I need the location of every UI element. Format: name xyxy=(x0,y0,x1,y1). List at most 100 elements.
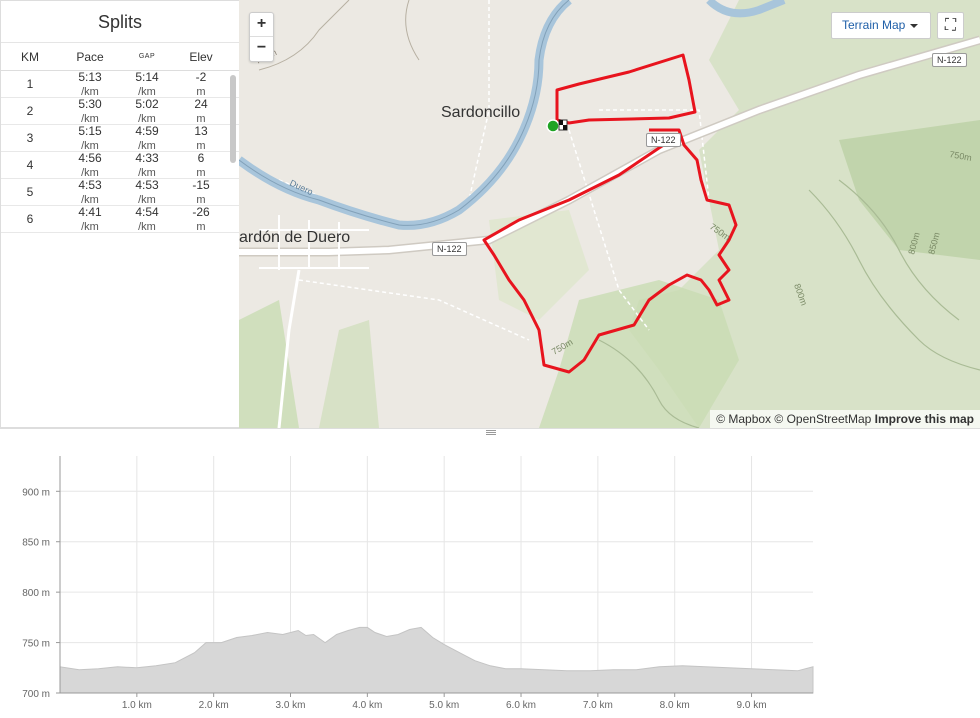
x-tick-label: 6.0 km xyxy=(506,700,536,711)
elev-unit: m xyxy=(196,194,206,206)
split-pace: 5:30 /km xyxy=(59,97,121,125)
contour-line xyxy=(405,0,420,61)
split-elev-value: 24 xyxy=(194,97,208,111)
finish-flag-checker xyxy=(559,120,567,130)
split-row[interactable]: 1 5:13 /km 5:14 /km -2 m xyxy=(1,71,239,98)
split-km: 5 xyxy=(26,185,34,199)
route-line xyxy=(482,53,738,374)
field-area xyxy=(489,210,589,320)
split-row[interactable]: 6 4:41 /km 4:54 /km -26 m xyxy=(1,205,239,233)
split-gap-value: 4:33 xyxy=(135,151,159,165)
split-row[interactable]: 2 5:30 /km 5:02 /km 24 m xyxy=(1,97,239,125)
split-pace-value: 5:13 xyxy=(78,71,102,84)
route-map[interactable]: 750m 750m 800m 850m 800m 750m 750m Duero… xyxy=(239,0,980,428)
split-elev: 24 m xyxy=(173,97,229,125)
road-label-n122: N-122 xyxy=(646,133,681,147)
split-pace: 4:53 /km xyxy=(59,178,121,206)
split-row[interactable]: 3 5:15 /km 4:59 /km 13 m xyxy=(1,124,239,152)
split-km: 1 xyxy=(26,77,34,91)
split-elev: 13 m xyxy=(173,124,229,152)
resize-grip-icon[interactable] xyxy=(486,430,496,435)
split-elev: -2 m xyxy=(173,71,229,98)
contour-label: 750m xyxy=(949,149,973,163)
fullscreen-icon: ⛶ xyxy=(944,17,957,34)
splits-panel: Splits KM Pace GAP Elev 1 5:13 /km 5:14 /k… xyxy=(0,0,239,428)
split-gap: 4:53 /km xyxy=(121,178,173,206)
local-road xyxy=(277,269,301,428)
map-canvas: 750m 750m 800m 850m 800m 750m 750m Duero xyxy=(239,0,980,428)
osm-link[interactable]: © OpenStreetMap xyxy=(774,412,872,426)
split-gap: 5:14 /km xyxy=(121,71,173,98)
town-streets xyxy=(259,215,369,270)
km-column-header: KM xyxy=(21,49,39,64)
gap-unit: /km xyxy=(138,113,156,125)
split-elev-value: -15 xyxy=(192,178,210,192)
split-pace: 5:13 /km xyxy=(59,71,121,98)
elev-unit: m xyxy=(196,221,206,233)
zoom-out-button[interactable]: − xyxy=(256,39,267,56)
elev-unit: m xyxy=(196,113,206,125)
x-tick-label: 1.0 km xyxy=(122,700,152,711)
gap-unit: /km xyxy=(138,140,156,152)
split-elev-value: 13 xyxy=(194,124,208,138)
splits-table-body[interactable]: 1 5:13 /km 5:14 /km -2 m 2 5:30 /km 5:02 /km 24… xyxy=(1,71,239,233)
split-km: 3 xyxy=(26,131,34,145)
y-tick-label: 750 m xyxy=(22,639,50,650)
pace-unit: /km xyxy=(81,86,99,98)
contour-line xyxy=(258,0,350,71)
split-row[interactable]: 5 4:53 /km 4:53 /km -15 m xyxy=(1,178,239,206)
pace-column-header: Pace xyxy=(76,49,104,64)
road-label-n122: N-122 xyxy=(432,242,467,256)
footpath xyxy=(278,179,380,221)
improve-map-link[interactable]: Improve this map xyxy=(874,412,974,426)
road-label-n122: N-122 xyxy=(932,53,967,67)
split-pace-value: 5:30 xyxy=(78,97,102,111)
gap-unit: /km xyxy=(138,86,156,98)
y-tick-label: 800 m xyxy=(22,588,50,599)
split-pace: 4:56 /km xyxy=(59,151,121,179)
split-gap-value: 5:14 xyxy=(135,71,159,84)
pace-unit: /km xyxy=(81,194,99,206)
town-label-sardoncillo: Sardoncillo xyxy=(441,104,521,121)
river-duero-upper xyxy=(706,0,786,18)
split-km: 2 xyxy=(26,104,34,118)
pace-unit: /km xyxy=(81,113,99,125)
split-gap-value: 4:59 xyxy=(135,124,159,138)
gap-unit: /km xyxy=(138,221,156,233)
splits-title: Splits xyxy=(1,1,239,43)
split-gap-value: 4:54 xyxy=(135,205,159,219)
footpath xyxy=(468,0,490,201)
split-pace-value: 4:53 xyxy=(78,178,102,192)
y-tick-label: 850 m xyxy=(22,538,50,549)
split-row[interactable]: 4 4:56 /km 4:33 /km 6 m xyxy=(1,151,239,179)
map-attribution: © Mapbox © OpenStreetMap Improve this ma… xyxy=(710,410,980,428)
elevation-chart[interactable]: 900 m 850 m 800 m 750 m 700 m 1.0 km 2.0 km 3.0… xyxy=(0,436,980,718)
split-gap: 5:02 /km xyxy=(121,97,173,125)
elev-unit: m xyxy=(196,86,206,98)
split-elev-value: -2 xyxy=(195,71,207,84)
fullscreen-button[interactable]: ⛶ xyxy=(937,12,964,39)
x-tick-label: 3.0 km xyxy=(276,700,306,711)
gap-unit: /km xyxy=(138,194,156,206)
contour-line xyxy=(598,339,700,428)
elev-unit: m xyxy=(196,140,206,152)
x-tick-label: 5.0 km xyxy=(429,700,459,711)
map-type-dropdown[interactable]: Terrain Map xyxy=(831,12,931,39)
footpath xyxy=(298,279,530,341)
splits-scrollbar[interactable] xyxy=(230,75,236,163)
x-tick-label: 4.0 km xyxy=(352,700,382,711)
elev-unit: m xyxy=(196,167,206,179)
start-marker[interactable] xyxy=(546,119,560,133)
split-elev: -26 m xyxy=(173,205,229,233)
zoom-in-button[interactable]: + xyxy=(250,13,273,37)
mapbox-link[interactable]: © Mapbox xyxy=(716,412,772,426)
footpath xyxy=(599,109,710,201)
elevation-area[interactable] xyxy=(59,626,814,694)
y-tick-label: 900 m xyxy=(22,487,50,498)
map-type-label: Terrain Map xyxy=(842,18,906,32)
split-pace: 5:15 /km xyxy=(59,124,121,152)
panel-resize-divider[interactable] xyxy=(0,428,980,436)
pace-unit: /km xyxy=(81,221,99,233)
forest-area xyxy=(319,320,379,428)
